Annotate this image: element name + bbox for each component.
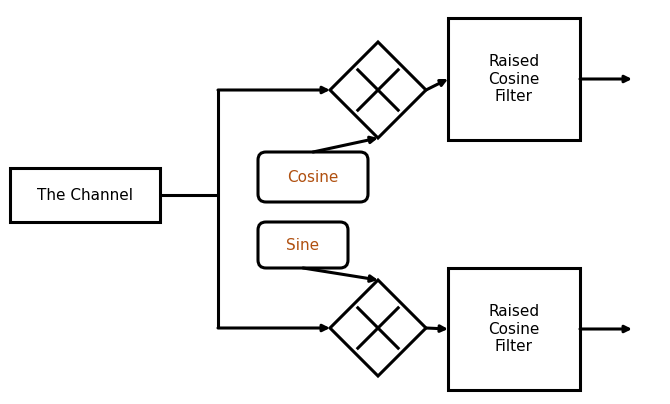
Text: The Channel: The Channel (37, 187, 133, 202)
Text: Sine: Sine (287, 238, 320, 252)
Text: Raised
Cosine
Filter: Raised Cosine Filter (488, 304, 540, 354)
Polygon shape (330, 280, 426, 376)
FancyBboxPatch shape (258, 152, 368, 202)
Text: Cosine: Cosine (287, 170, 339, 185)
FancyBboxPatch shape (448, 18, 580, 140)
Text: Raised
Cosine
Filter: Raised Cosine Filter (488, 54, 540, 104)
FancyBboxPatch shape (10, 168, 160, 222)
Polygon shape (330, 42, 426, 138)
FancyBboxPatch shape (258, 222, 348, 268)
FancyBboxPatch shape (448, 268, 580, 390)
